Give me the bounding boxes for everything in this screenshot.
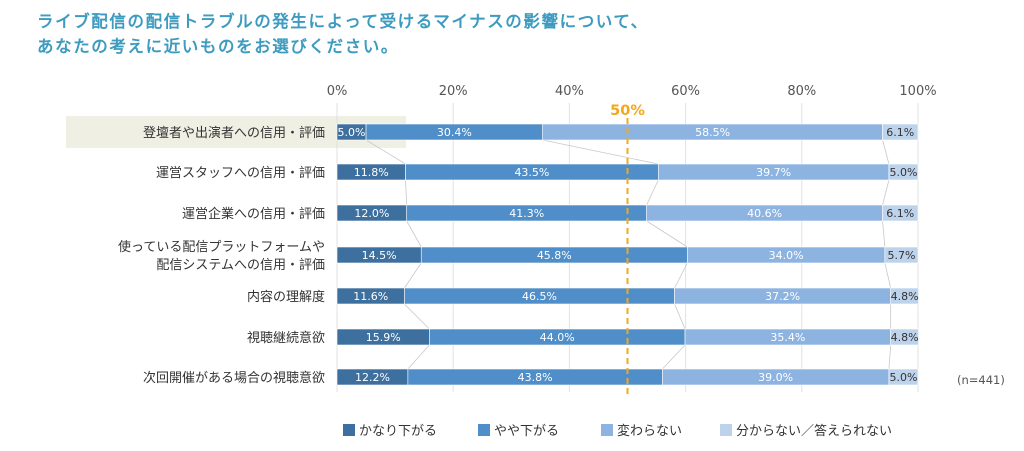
legend-label: 分からない／答えられない xyxy=(736,423,892,439)
x-tick-label: 60% xyxy=(671,84,700,99)
x-tick-label: 40% xyxy=(555,84,584,99)
connector-line xyxy=(884,262,892,289)
connector-line xyxy=(646,179,659,206)
data-label: 37.2% xyxy=(765,290,800,303)
category-label: 使っている配信プラットフォームや xyxy=(118,239,325,255)
connector-line xyxy=(662,344,686,370)
bar-segment xyxy=(888,163,919,181)
legend-swatch xyxy=(343,424,355,436)
data-label: 40.6% xyxy=(747,207,782,220)
data-label: 4.8% xyxy=(891,290,919,303)
bar-segment xyxy=(884,246,919,264)
x-tick-label: 100% xyxy=(899,84,936,99)
data-label: 34.0% xyxy=(769,249,804,262)
connector-line xyxy=(404,303,430,330)
data-label: 45.8% xyxy=(537,249,572,262)
data-label: 5.0% xyxy=(889,371,917,384)
data-label: 14.5% xyxy=(362,249,397,262)
category-label: 登壇者や出演者への信用・評価 xyxy=(143,125,325,141)
legend-label: やや下がる xyxy=(494,424,559,439)
connector-line xyxy=(674,303,686,330)
connector-line xyxy=(674,262,688,289)
connector-line xyxy=(882,139,890,165)
data-label: 30.4% xyxy=(437,126,472,139)
category-label: 運営スタッフへの信用・評価 xyxy=(156,166,325,181)
data-label: 5.0% xyxy=(338,126,366,139)
connector-line xyxy=(407,344,430,370)
data-label: 35.4% xyxy=(770,331,805,344)
data-label: 6.1% xyxy=(886,207,914,220)
category-label: 配信システムへの信用・評価 xyxy=(156,258,325,273)
legend-label: 変わらない xyxy=(617,423,682,439)
data-label: 12.0% xyxy=(354,207,389,220)
bar-segment xyxy=(888,368,919,386)
x-tick-label: 0% xyxy=(327,84,348,99)
legend-swatch xyxy=(601,424,613,436)
connector-line xyxy=(404,262,422,289)
data-label: 58.5% xyxy=(695,126,730,139)
bar-segment xyxy=(890,287,919,305)
connector-line xyxy=(365,139,406,165)
data-label: 39.0% xyxy=(758,371,793,384)
category-label: 内容の理解度 xyxy=(247,289,325,305)
connector-line xyxy=(882,220,886,248)
data-label: 11.6% xyxy=(353,290,388,303)
bar-segment xyxy=(882,204,919,222)
data-label: 39.7% xyxy=(756,166,791,179)
category-label: 視聴継続意欲 xyxy=(247,330,325,346)
x-tick-label: 20% xyxy=(439,84,468,99)
category-label: 運営企業への信用・評価 xyxy=(182,206,325,222)
data-label: 44.0% xyxy=(540,331,575,344)
connector-line xyxy=(888,344,892,370)
sample-size-note: (n=441) xyxy=(957,373,1005,387)
data-label: 5.0% xyxy=(889,166,917,179)
data-label: 46.5% xyxy=(522,290,557,303)
legend-label: かなり下がる xyxy=(359,424,437,439)
data-label: 15.9% xyxy=(366,331,401,344)
chart-title-line-1: ライブ配信の配信トラブルの発生によって受けるマイナスの影響について、 xyxy=(37,12,649,31)
connector-line xyxy=(882,179,890,206)
data-label: 4.8% xyxy=(891,331,919,344)
connector-line xyxy=(406,220,422,248)
bar-segment xyxy=(882,123,919,141)
legend-swatch xyxy=(478,424,490,436)
chart-title-line-2: あなたの考えに近いものをお選びください。 xyxy=(37,37,399,56)
data-label: 12.2% xyxy=(355,371,390,384)
data-label: 43.8% xyxy=(518,371,553,384)
data-label: 6.1% xyxy=(886,126,914,139)
reference-line-label: 50% xyxy=(610,103,645,119)
connector-line xyxy=(405,179,408,206)
data-label: 41.3% xyxy=(509,207,544,220)
bar-segment xyxy=(890,328,919,346)
data-label: 11.8% xyxy=(354,166,389,179)
data-label: 43.5% xyxy=(514,166,549,179)
data-label: 5.7% xyxy=(887,249,915,262)
connector-line xyxy=(646,220,688,248)
category-label: 次回開催がある場合の視聴意欲 xyxy=(143,370,325,386)
x-tick-label: 80% xyxy=(787,84,816,99)
legend-swatch xyxy=(720,424,732,436)
connector-line xyxy=(542,139,659,165)
